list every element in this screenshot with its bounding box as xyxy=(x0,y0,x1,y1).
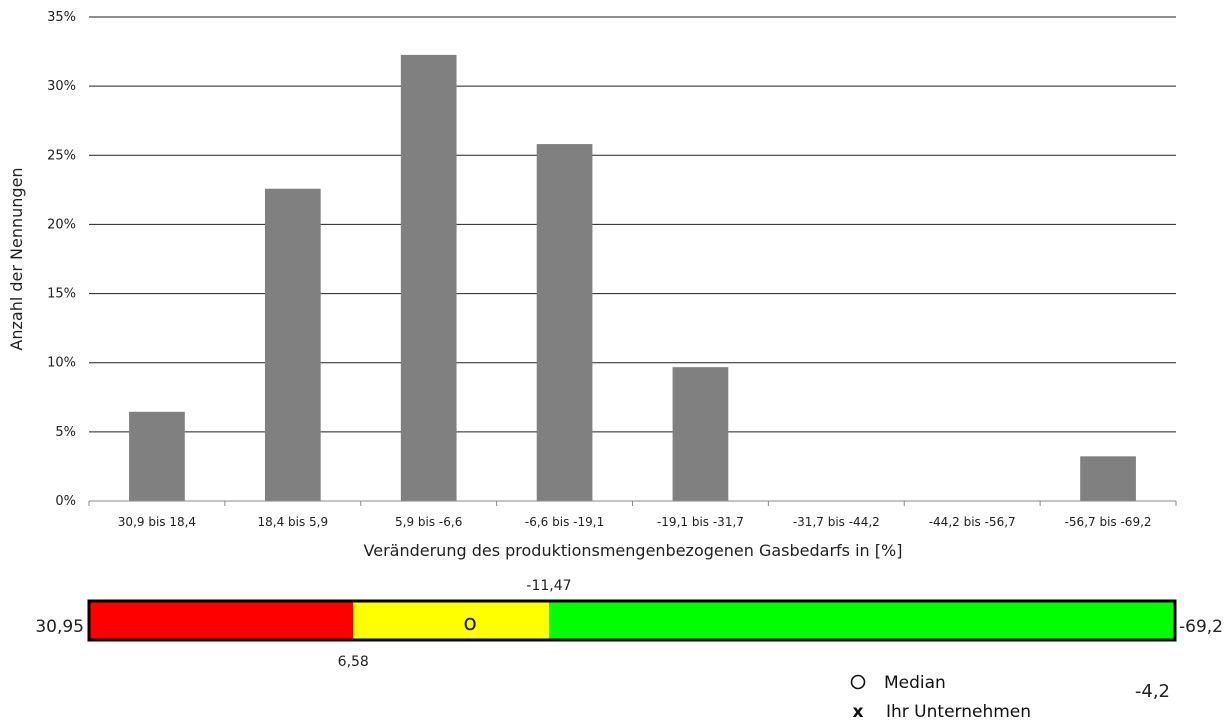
x-tick-label: -6,6 bis -19,1 xyxy=(525,515,604,529)
y-tick-label: 30% xyxy=(47,79,76,94)
x-axis-title: Veränderung des produktionsmengenbezogen… xyxy=(364,541,903,560)
bars xyxy=(129,54,1136,501)
y-tick-labels: 0% 5% 10% 15% 20% 25% 30% 35% xyxy=(47,10,76,509)
range-border xyxy=(87,599,1177,642)
y-axis-title: Anzahl der Nennungen xyxy=(7,167,26,350)
range-bar xyxy=(87,599,1177,642)
y-tick-label: 10% xyxy=(47,356,76,371)
range-max-label: -69,2 xyxy=(1179,617,1223,637)
bar xyxy=(264,188,321,501)
gridlines xyxy=(89,16,1176,433)
y-tick-label: 0% xyxy=(55,494,76,509)
range-min-label: 30,95 xyxy=(35,617,84,637)
x-tick-label: -56,7 bis -69,2 xyxy=(1065,515,1152,529)
range-lower-label: 6,58 xyxy=(338,654,369,670)
range-red-segment xyxy=(89,601,354,640)
x-tick-label: -44,2 bis -56,7 xyxy=(929,515,1016,529)
median-legend-icon xyxy=(850,674,866,690)
bar xyxy=(672,367,729,501)
x-tick-label: -19,1 bis -31,7 xyxy=(657,515,744,529)
x-tick-label: 30,9 bis 18,4 xyxy=(118,515,196,529)
x-axis xyxy=(88,500,1177,506)
range-upper-label: -11,47 xyxy=(526,578,571,594)
range-yellow-segment xyxy=(353,601,549,640)
company-legend-label: Ihr Unternehmen xyxy=(886,702,1031,722)
company-legend-icon: x xyxy=(853,702,864,722)
y-tick-label: 20% xyxy=(47,217,76,232)
bar xyxy=(536,144,593,501)
median-marker: o xyxy=(463,611,476,636)
range-green-segment xyxy=(548,601,1175,640)
x-tick-labels: 30,9 bis 18,4 18,4 bis 5,9 5,9 bis -6,6 -6,… xyxy=(118,515,1152,529)
median-legend-label: Median xyxy=(884,673,946,693)
company-value: -4,2 xyxy=(1135,681,1170,702)
bar xyxy=(129,411,185,501)
y-tick-label: 5% xyxy=(55,425,76,440)
y-tick-label: 15% xyxy=(47,287,76,302)
bar xyxy=(400,54,457,501)
x-tick-label: 18,4 bis 5,9 xyxy=(257,515,328,529)
bar xyxy=(1080,456,1136,501)
x-tick-label: 5,9 bis -6,6 xyxy=(395,515,462,529)
y-tick-label: 25% xyxy=(47,148,76,163)
y-tick-label: 35% xyxy=(47,10,76,25)
x-tick-label: -31,7 bis -44,2 xyxy=(793,515,880,529)
